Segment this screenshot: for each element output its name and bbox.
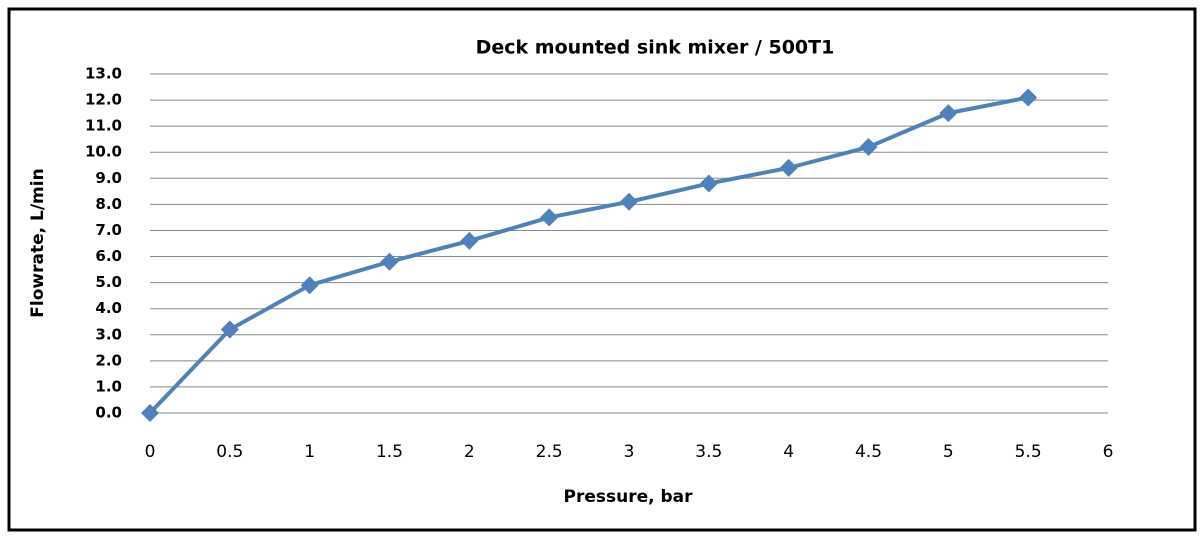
x-tick-label: 3.5 [695,442,722,462]
marker [380,252,399,271]
marker [540,208,559,227]
y-axis-title: Flowrate, L/min [28,168,48,317]
y-tick-label: 8.0 [95,195,122,213]
x-tick-label: 1 [304,442,315,462]
chart-frame [7,7,1197,532]
y-tick-label: 6.0 [95,247,122,265]
x-tick-label: 5.5 [1015,442,1042,462]
y-tick-label: 7.0 [95,221,122,239]
x-tick-label: 2.5 [536,442,563,462]
x-tick-label: 0.5 [216,442,243,462]
y-tick-label: 12.0 [85,91,122,109]
marker [620,192,638,211]
y-tick-label: 13.0 [85,65,122,83]
marker [699,174,718,193]
chart-title: Deck mounted sink mixer / 500T1 [476,37,835,59]
x-tick-label: 6 [1103,442,1114,462]
x-tick-label: 4.5 [855,442,882,462]
y-tick-label: 0.0 [95,404,122,422]
y-tick-label: 4.0 [95,299,122,317]
marker [779,158,798,177]
y-tick-label: 10.0 [85,143,122,161]
y-tick-label: 2.0 [95,351,122,369]
y-tick-label: 5.0 [95,273,122,291]
x-tick-label: 3 [624,442,635,462]
marker [300,276,319,295]
y-tick-label: 3.0 [95,325,122,343]
x-tick-label: 1.5 [376,442,403,462]
marker [141,404,159,422]
x-axis-title: Pressure, bar [563,487,693,507]
marker [1019,88,1038,107]
x-tick-label: 2 [464,442,475,462]
y-tick-label: 1.0 [95,377,122,395]
x-tick-label: 0 [145,442,156,462]
marker [859,138,878,157]
y-tick-label: 11.0 [85,117,122,135]
y-tick-label: 9.0 [95,169,122,187]
x-tick-label: 4 [783,442,794,462]
marker [220,320,239,339]
marker [460,231,479,250]
marker [939,104,958,123]
line [148,95,1029,415]
x-tick-label: 5 [943,442,954,462]
